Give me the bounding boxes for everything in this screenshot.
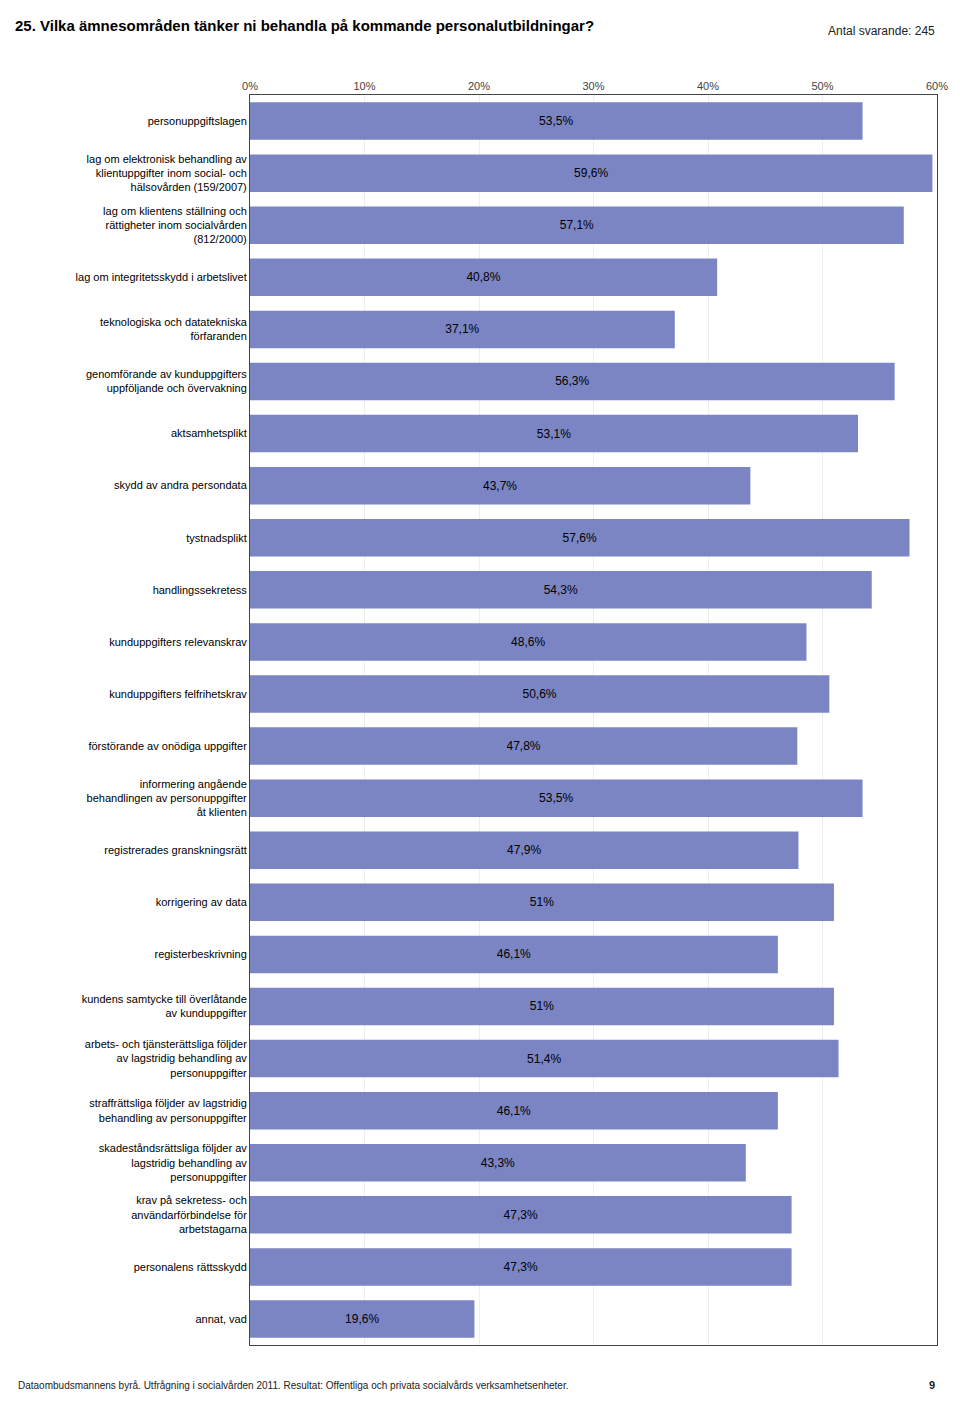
svg-text:57,6%: 57,6%: [563, 531, 597, 545]
svg-text:51%: 51%: [530, 895, 554, 909]
svg-text:registerbeskrivning: registerbeskrivning: [154, 948, 246, 960]
svg-text:50%: 50%: [811, 80, 833, 92]
svg-text:19,6%: 19,6%: [345, 1312, 379, 1326]
svg-text:skadeståndsrättsliga följder a: skadeståndsrättsliga följder avlagstridi…: [99, 1142, 247, 1183]
svg-text:60%: 60%: [926, 80, 948, 92]
svg-text:59,6%: 59,6%: [574, 166, 608, 180]
svg-text:48,6%: 48,6%: [511, 635, 545, 649]
svg-text:43,3%: 43,3%: [481, 1156, 515, 1170]
svg-text:personuppgiftslagen: personuppgiftslagen: [148, 115, 247, 127]
svg-text:genomförande av kunduppgifters: genomförande av kunduppgiftersuppföljand…: [86, 368, 247, 394]
svg-text:korrigering av data: korrigering av data: [156, 896, 248, 908]
svg-text:tystnadsplikt: tystnadsplikt: [186, 532, 247, 544]
svg-text:46,1%: 46,1%: [497, 947, 531, 961]
svg-text:kundens samtycke till överlåta: kundens samtycke till överlåtandeav kund…: [82, 993, 247, 1019]
svg-text:handlingssekretess: handlingssekretess: [153, 584, 248, 596]
svg-text:krav på sekretess- ochanvändar: krav på sekretess- ochanvändarförbindels…: [131, 1194, 247, 1235]
svg-text:53,5%: 53,5%: [539, 791, 573, 805]
svg-text:straffrättsliga följder av lag: straffrättsliga följder av lagstridigbeh…: [89, 1097, 247, 1123]
svg-text:Antal svarande: 245: Antal svarande: 245: [828, 24, 935, 38]
svg-text:40,8%: 40,8%: [466, 270, 500, 284]
svg-text:53,5%: 53,5%: [539, 114, 573, 128]
svg-text:56,3%: 56,3%: [555, 374, 589, 388]
svg-text:informering angåendebehandling: informering angåendebehandlingen av pers…: [87, 778, 248, 819]
svg-text:0%: 0%: [242, 80, 258, 92]
svg-text:10%: 10%: [353, 80, 375, 92]
svg-text:46,1%: 46,1%: [497, 1104, 531, 1118]
svg-text:kunduppgifters felfrihetskrav: kunduppgifters felfrihetskrav: [109, 688, 247, 700]
svg-text:57,1%: 57,1%: [560, 218, 594, 232]
svg-text:Dataombudsmannens byrå. Utfråg: Dataombudsmannens byrå. Utfrågning i soc…: [18, 1380, 568, 1391]
svg-text:skydd av andra persondata: skydd av andra persondata: [114, 479, 248, 491]
svg-text:47,3%: 47,3%: [504, 1208, 538, 1222]
svg-text:50,6%: 50,6%: [523, 687, 557, 701]
svg-text:aktsamhetsplikt: aktsamhetsplikt: [171, 427, 247, 439]
svg-text:40%: 40%: [697, 80, 719, 92]
svg-text:annat, vad: annat, vad: [195, 1313, 246, 1325]
svg-text:förstörande av onödiga uppgift: förstörande av onödiga uppgifter: [88, 740, 247, 752]
svg-text:47,8%: 47,8%: [506, 739, 540, 753]
svg-text:kunduppgifters relevanskrav: kunduppgifters relevanskrav: [109, 636, 247, 648]
svg-text:registrerades granskningsrätt: registrerades granskningsrätt: [104, 844, 246, 856]
svg-text:53,1%: 53,1%: [537, 427, 571, 441]
svg-text:37,1%: 37,1%: [445, 322, 479, 336]
svg-text:arbets- och tjänsterättsliga f: arbets- och tjänsterättsliga följderav l…: [85, 1038, 248, 1079]
svg-text:47,9%: 47,9%: [507, 843, 541, 857]
svg-text:lag om klientens ställning och: lag om klientens ställning ochrättighete…: [103, 205, 247, 246]
svg-text:lag om elektronisk behandling: lag om elektronisk behandling avklientup…: [87, 153, 248, 194]
svg-text:51%: 51%: [530, 999, 554, 1013]
svg-text:teknologiska och datatekniskaf: teknologiska och datatekniskaförfaranden: [100, 316, 248, 342]
svg-text:25. Vilka ämnesområden tänker: 25. Vilka ämnesområden tänker ni behandl…: [15, 17, 594, 34]
svg-text:lag om integritetsskydd i arbe: lag om integritetsskydd i arbetslivet: [76, 271, 247, 283]
svg-text:54,3%: 54,3%: [544, 583, 578, 597]
svg-text:9: 9: [929, 1379, 935, 1391]
svg-text:20%: 20%: [468, 80, 490, 92]
svg-text:43,7%: 43,7%: [483, 479, 517, 493]
svg-text:51,4%: 51,4%: [527, 1052, 561, 1066]
svg-text:47,3%: 47,3%: [504, 1260, 538, 1274]
svg-text:personalens rättsskydd: personalens rättsskydd: [134, 1261, 247, 1273]
svg-text:30%: 30%: [582, 80, 604, 92]
